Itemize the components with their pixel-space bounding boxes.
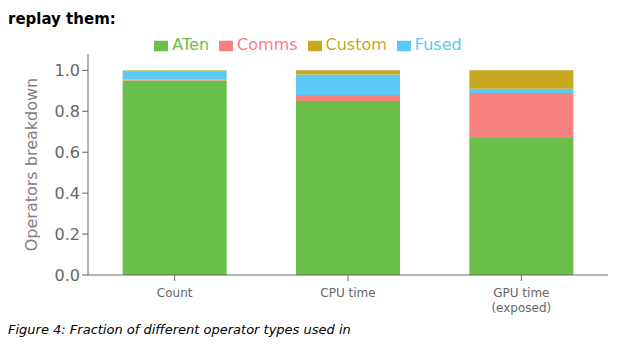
svg-text:0.2: 0.2 xyxy=(55,225,80,244)
svg-text:Count: Count xyxy=(157,286,193,300)
svg-text:0.0: 0.0 xyxy=(55,266,80,285)
html-text:Comms: Comms xyxy=(237,35,298,54)
svg-text:0.4: 0.4 xyxy=(55,184,80,203)
svg-text:CPU time: CPU time xyxy=(320,286,375,300)
svg-text:0.8: 0.8 xyxy=(55,102,80,121)
html-text:Custom: Custom xyxy=(325,35,387,54)
html-text:Fused: Fused xyxy=(414,35,462,54)
svg-text:1.0: 1.0 xyxy=(55,61,80,80)
svg-text:0.6: 0.6 xyxy=(55,143,80,162)
html-text:Figure 4: Fraction of differen: Figure 4: Fraction of different operator… xyxy=(8,322,351,337)
html-text:ATen: ATen xyxy=(172,35,210,54)
svg-text:GPU time(exposed): GPU time(exposed) xyxy=(491,286,551,315)
svg-text:Operators breakdown: Operators breakdown xyxy=(22,78,41,252)
html-text:replay them:: replay them: xyxy=(8,10,116,28)
